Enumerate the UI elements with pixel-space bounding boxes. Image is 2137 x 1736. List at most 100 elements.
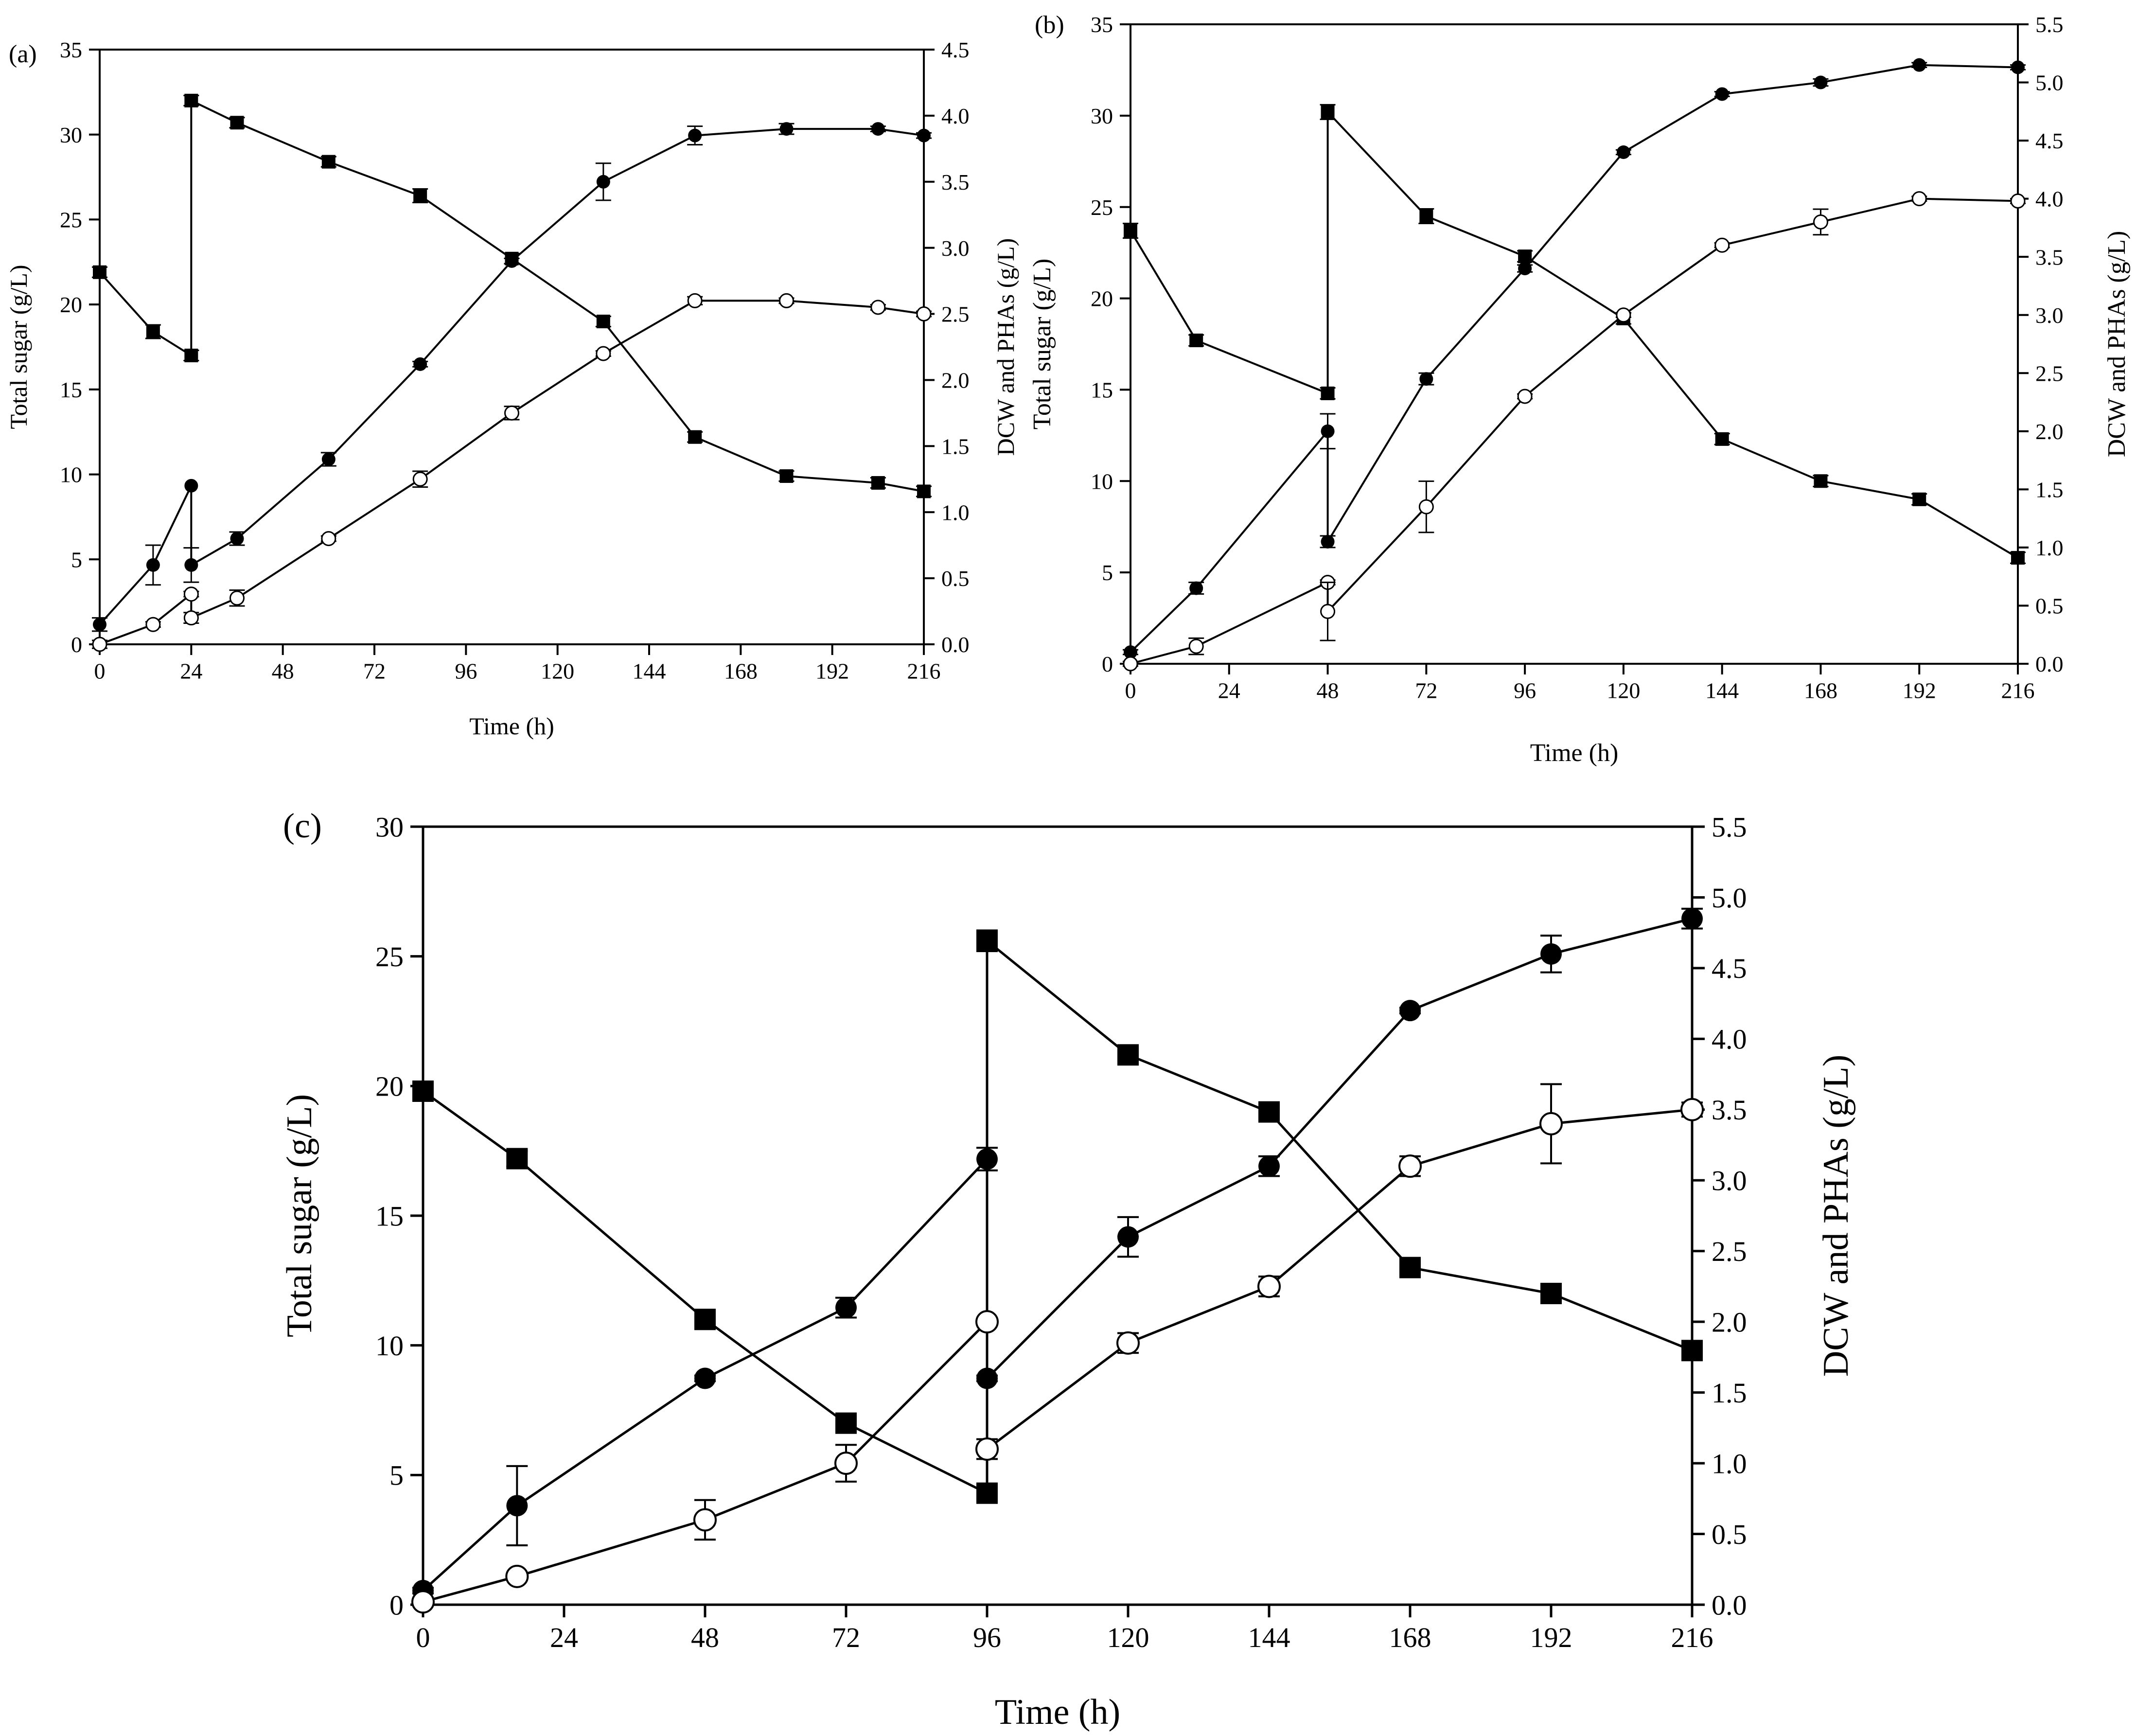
phas-point [1517,389,1533,404]
y-left-tick-label: 10 [1091,469,1113,494]
x-tick-label: 0 [1125,678,1136,703]
dcw-point [1321,534,1335,549]
y-left-axis-title: Total sugar (g/L) [1028,259,1056,430]
y-right-tick-label: 2.5 [941,302,970,327]
x-tick-label: 0 [94,658,106,683]
y-right-tick-label: 0.5 [1712,1519,1747,1550]
dcw-point [505,254,519,268]
total-sugar-point [779,469,794,483]
x-tick-label: 192 [815,658,849,683]
total-sugar-point [871,476,885,490]
total-sugar-point [1681,1340,1703,1362]
y-right-tick-label: 1.0 [1712,1448,1747,1479]
dcw-point [1540,943,1562,965]
x-tick-label: 96 [1514,678,1536,703]
y-right-tick-label: 3.5 [2035,245,2064,269]
total-sugar-point [596,315,610,329]
x-axis-title: Time (h) [995,1692,1120,1732]
dcw-point [1189,581,1203,595]
total-sugar-point [694,1309,716,1330]
phas-point [1539,1112,1563,1135]
dcw-point [688,128,702,142]
x-tick-label: 216 [1671,1622,1713,1653]
y-right-tick-label: 2.0 [941,368,970,393]
total-sugar-point [688,430,702,444]
dcw-point [413,357,427,371]
dcw-point [1124,645,1137,659]
y-left-tick-label: 15 [60,377,82,402]
y-right-tick-label: 0.0 [2035,652,2064,676]
total-sugar-point [184,93,198,107]
y-right-tick-label: 1.5 [1712,1377,1747,1409]
total-sugar-point [1715,432,1729,446]
y-right-tick-label: 0.0 [941,632,970,657]
x-tick-label: 0 [416,1622,430,1653]
dcw-point [694,1367,716,1389]
phas-point [975,1437,999,1461]
x-axis-title: Time (h) [469,712,554,740]
dcw-point [184,478,198,493]
total-sugar-point [976,930,998,952]
y-right-tick-label: 3.5 [1712,1094,1747,1126]
phas-point [779,293,794,308]
phas-point [504,405,519,421]
x-tick-label: 48 [1317,678,1339,703]
x-tick-label: 96 [973,1622,1001,1653]
x-tick-label: 48 [272,658,294,683]
x-tick-label: 72 [1415,678,1437,703]
y-left-tick-label: 25 [375,941,404,973]
y-left-tick-label: 0 [71,632,82,657]
phas-point [596,346,611,361]
panel-a-chart: 0 24 48 72 96 120 144 168 192 216 0 5 10 15 20 25 30 35 0.… [5,37,1019,740]
phas-point [870,300,886,315]
x-tick-label: 120 [1607,678,1640,703]
y-left-tick-label: 20 [60,292,82,317]
phas-point [1398,1154,1422,1178]
y-right-tick-label: 2.5 [1712,1236,1747,1267]
y-left-tick-label: 25 [1091,195,1113,220]
dcw-point [1117,1226,1139,1248]
dcw-point [146,558,160,572]
x-tick-label: 192 [1903,678,1936,703]
y-left-tick-label: 5 [1102,560,1113,585]
y-right-tick-label: 2.0 [1712,1306,1747,1338]
phas-point [183,610,199,626]
y-left-tick-label: 30 [1091,104,1113,128]
dcw-point [596,175,610,189]
y-right-tick-label: 4.5 [2035,128,2064,153]
phas-point [230,590,245,606]
dcw-point [184,558,198,572]
x-tick-label: 144 [1248,1622,1290,1653]
phas-point [92,637,107,652]
x-tick-label: 168 [724,658,758,683]
total-sugar-point [230,116,244,130]
x-tick-label: 24 [550,1622,578,1653]
total-sugar-point [1189,333,1203,347]
y-right-tick-label: 3.0 [1712,1165,1747,1197]
total-sugar-point [1540,1283,1562,1304]
y-right-tick-label: 5.5 [1712,811,1747,843]
phas-point [1680,1098,1704,1121]
x-tick-label: 216 [907,658,941,683]
y-right-tick-label: 0.5 [941,566,970,591]
y-right-tick-label: 4.0 [2035,187,2064,212]
y-left-tick-label: 25 [60,208,82,232]
y-left-tick-label: 5 [389,1460,404,1491]
dcw-point [1399,1000,1421,1022]
dcw-point [1616,145,1630,159]
y-left-tick-label: 35 [1091,12,1113,37]
y-left-tick-label: 30 [60,123,82,147]
dcw-point [230,531,244,546]
x-tick-label: 216 [2001,678,2035,703]
x-tick-label: 96 [455,658,477,683]
y-right-tick-label: 1.5 [2035,477,2064,502]
total-sugar-point [917,484,931,498]
x-tick-label: 72 [363,658,386,683]
x-tick-label: 168 [1804,678,1837,703]
y-right-tick-label: 3.5 [941,170,970,195]
dcw-point [976,1148,998,1170]
x-tick-label: 24 [1218,678,1240,703]
y-left-tick-label: 5 [71,547,82,572]
phas-point [1257,1275,1281,1298]
